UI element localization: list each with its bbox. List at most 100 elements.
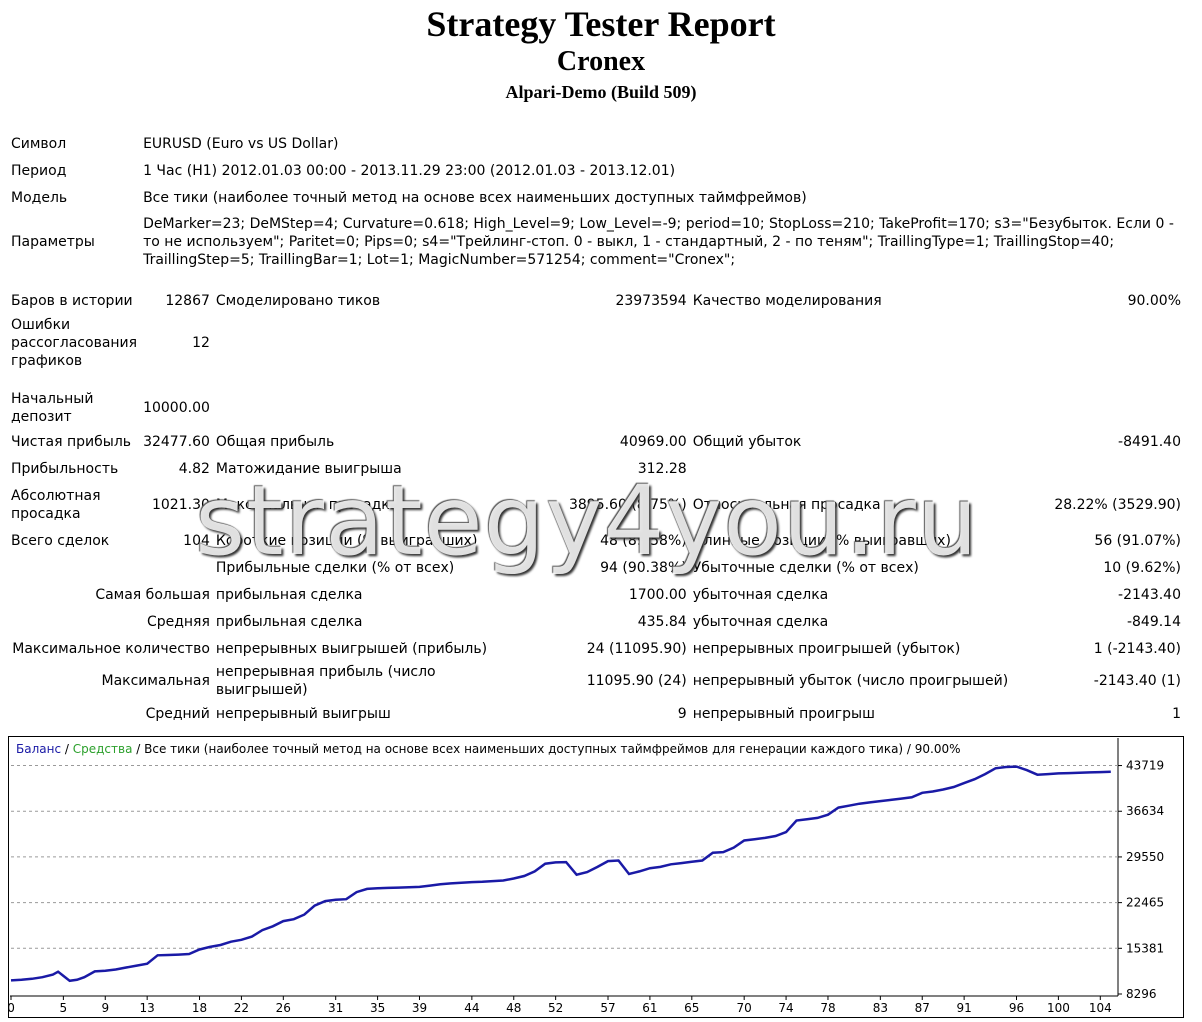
profit-trades-label: Прибыльные сделки (% от всех)	[215, 559, 455, 576]
x-tick-label: 91	[956, 1001, 971, 1015]
x-tick-label: 18	[192, 1001, 207, 1015]
x-tick-label: 96	[1009, 1001, 1024, 1015]
period-value: 1 Час (H1) 2012.01.03 00:00 - 2013.11.29…	[143, 162, 676, 179]
legend-sep: /	[61, 742, 73, 756]
x-tick-label: 22	[234, 1001, 249, 1015]
deposit-label: Начальный депозит	[11, 391, 94, 425]
largest-label: Самая большая	[95, 586, 210, 603]
rel-drawdown-label: Относительная просадка	[692, 496, 881, 513]
short-positions-label: Короткие позиции (% выигравших)	[215, 532, 478, 549]
x-tick-label: 100	[1047, 1001, 1070, 1015]
x-tick-label: 13	[140, 1001, 155, 1015]
maximal-loss-label: непрерывный убыток (число проигрышей)	[692, 673, 1009, 689]
maximal-loss-value: -2143.40 (1)	[1093, 673, 1181, 689]
chart-grid	[11, 765, 1118, 949]
net-profit-label: Чистая прибыль	[11, 433, 132, 450]
y-tick-label: 43719	[1126, 759, 1164, 773]
x-tick-label: 0	[8, 1001, 15, 1015]
quality-label: Качество моделирования	[692, 292, 882, 309]
chart-frame	[8, 736, 1184, 1018]
gross-profit-label: Общая прибыль	[215, 433, 335, 450]
max-cons-losses-value: 1 (-2143.40)	[1093, 640, 1181, 657]
server-build: Alpari-Demo (Build 509)	[505, 82, 697, 102]
errors-value: 12	[192, 335, 210, 351]
x-tick-label: 52	[548, 1001, 563, 1015]
total-trades-value: 104	[183, 532, 210, 549]
x-tick-label: 44	[464, 1001, 479, 1015]
params-value: DeMarker=23; DeMStep=4; Curvature=0.618;…	[143, 216, 1174, 268]
symbol-label: Символ	[11, 135, 67, 152]
rel-drawdown-value: 28.22% (3529.90)	[1054, 496, 1181, 513]
avg-cons-wins-label: непрерывный выигрыш	[215, 705, 391, 722]
maximal-profit-value: 11095.90 (24)	[586, 673, 687, 689]
profit-factor-label: Прибыльность	[11, 460, 119, 477]
y-tick-label: 29550	[1126, 850, 1164, 864]
x-tick-label: 57	[600, 1001, 615, 1015]
y-tick-label: 22465	[1126, 896, 1164, 910]
x-tick-label: 83	[873, 1001, 888, 1015]
y-tick-label: 15381	[1126, 941, 1164, 955]
x-tick-label: 26	[276, 1001, 291, 1015]
total-trades-label: Всего сделок	[11, 532, 110, 549]
y-tick-label: 8296	[1126, 987, 1157, 1001]
max-cons-wins-label: непрерывных выигрышей (прибыль)	[215, 640, 488, 657]
balance-line	[10, 765, 1111, 983]
gross-loss-label: Общий убыток	[692, 433, 802, 450]
ticks-label: Смоделировано тиков	[215, 292, 381, 309]
avg-cons-losses-label: непрерывный проигрыш	[692, 705, 875, 722]
avg-cons-wins-value: 9	[677, 705, 687, 722]
period-label: Период	[11, 162, 67, 179]
x-axis-ticks: 0 5 9 13 18 22 26 31 35 39 44 48 52 57 61 65 70 74 78 83 87 9…	[8, 996, 1112, 1015]
x-tick-label: 74	[778, 1001, 793, 1015]
max-cons-losses-label: непрерывных проигрышей (убыток)	[692, 640, 961, 657]
largest-profit-label: прибыльная сделка	[215, 586, 363, 603]
chart-legend: Баланс / Средства / Все тики (наиболее т…	[16, 742, 961, 756]
x-tick-label: 35	[370, 1001, 385, 1015]
legend-balance: Баланс	[16, 742, 61, 756]
long-positions-value: 56 (91.07%)	[1094, 532, 1181, 549]
gross-loss-value: -8491.40	[1118, 433, 1181, 450]
report-table: Символ EURUSD (Euro vs US Dollar) Период…	[8, 130, 1184, 727]
symbol-value: EURUSD (Euro vs US Dollar)	[143, 135, 339, 152]
largest-loss-label: убыточная сделка	[692, 586, 829, 603]
largest-profit-value: 1700.00	[628, 586, 687, 603]
quality-value: 90.00%	[1127, 292, 1181, 309]
profit-trades-value: 94 (90.38%)	[600, 559, 687, 576]
gross-profit-value: 40969.00	[619, 433, 687, 450]
bars-label: Баров в истории	[11, 292, 133, 309]
x-tick-label: 9	[101, 1001, 109, 1015]
abs-drawdown-value: 1021.30	[151, 496, 210, 513]
x-tick-label: 78	[820, 1001, 835, 1015]
expected-payoff-label: Матожидание выигрыша	[215, 460, 402, 477]
loss-trades-label: Убыточные сделки (% от всех)	[692, 559, 919, 576]
x-tick-label: 87	[915, 1001, 930, 1015]
avg-loss-value: -849.14	[1126, 613, 1181, 630]
errors-label: Ошибки рассогласования графиков	[11, 317, 138, 369]
avg-cons-losses-value: 1	[1172, 705, 1181, 722]
bars-value: 12867	[165, 292, 210, 309]
average-label: Средняя	[146, 613, 210, 630]
avg-loss-label: убыточная сделка	[692, 613, 829, 630]
profit-factor-value: 4.82	[178, 460, 210, 477]
legend-description: / Все тики (наиболее точный метод на осн…	[132, 742, 960, 756]
x-tick-label: 104	[1089, 1001, 1112, 1015]
abs-drawdown-label: Абсолютная просадка	[11, 487, 101, 522]
avg-profit-label: прибыльная сделка	[215, 613, 363, 630]
max-count-label: Максимальное количество	[12, 640, 210, 657]
largest-loss-value: -2143.40	[1118, 586, 1181, 603]
ticks-value: 23973594	[615, 292, 687, 309]
long-positions-label: Длинные позиции (% выигравших)	[692, 532, 951, 549]
legend-equity: Средства	[73, 742, 133, 756]
short-positions-value: 48 (89.58%)	[600, 532, 687, 549]
y-axis-ticks: 8296 15381 22465 29550 36634 43719	[1118, 759, 1164, 1001]
x-tick-label: 61	[642, 1001, 657, 1015]
y-tick-label: 36634	[1126, 804, 1164, 818]
model-label: Модель	[11, 189, 68, 206]
balance-chart: 8296 15381 22465 29550 36634 43719 0 5 9 13 18 22 2…	[8, 736, 1184, 1018]
x-tick-label: 39	[412, 1001, 427, 1015]
loss-trades-value: 10 (9.62%)	[1103, 559, 1181, 576]
avg-cons-label: Средний	[145, 705, 210, 722]
model-value: Все тики (наиболее точный метод на основ…	[143, 189, 807, 206]
max-cons-wins-value: 24 (11095.90)	[586, 640, 687, 657]
expected-payoff-value: 312.28	[637, 460, 687, 477]
